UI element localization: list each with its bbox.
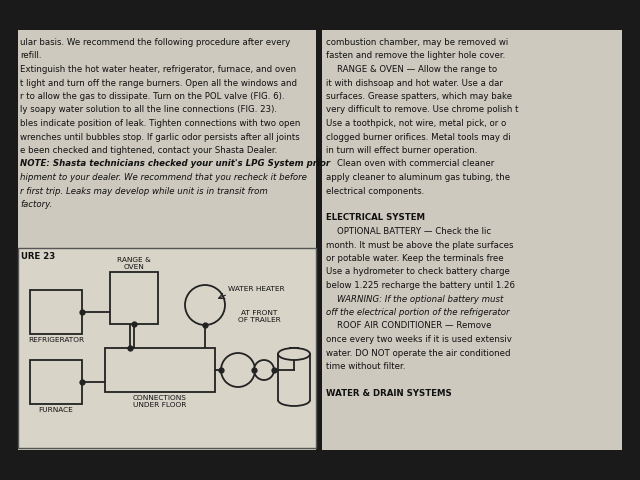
Text: factory.: factory. bbox=[20, 200, 52, 209]
Text: Use a hydrometer to check battery charge: Use a hydrometer to check battery charge bbox=[326, 267, 510, 276]
Text: CONNECTIONS
UNDER FLOOR: CONNECTIONS UNDER FLOOR bbox=[133, 395, 187, 408]
Text: below 1.225 recharge the battery until 1.26: below 1.225 recharge the battery until 1… bbox=[326, 281, 515, 290]
Text: RANGE &
OVEN: RANGE & OVEN bbox=[117, 257, 151, 270]
Text: it with dishsoap and hot water. Use a dar: it with dishsoap and hot water. Use a da… bbox=[326, 79, 503, 87]
Text: apply cleaner to aluminum gas tubing, the: apply cleaner to aluminum gas tubing, th… bbox=[326, 173, 510, 182]
Text: very difficult to remove. Use chrome polish t: very difficult to remove. Use chrome pol… bbox=[326, 106, 518, 115]
Bar bbox=[110, 272, 158, 324]
Text: r to allow the gas to dissipate. Turn on the POL valve (FIG. 6).: r to allow the gas to dissipate. Turn on… bbox=[20, 92, 285, 101]
Text: in turn will effect burner operation.: in turn will effect burner operation. bbox=[326, 146, 477, 155]
Text: URE 23: URE 23 bbox=[21, 252, 55, 261]
Text: clogged burner orifices. Metal tools may di: clogged burner orifices. Metal tools may… bbox=[326, 132, 511, 142]
Text: hipment to your dealer. We recommend that you recheck it before: hipment to your dealer. We recommend tha… bbox=[20, 173, 307, 182]
Text: RANGE & OVEN — Allow the range to: RANGE & OVEN — Allow the range to bbox=[326, 65, 497, 74]
Text: water. DO NOT operate the air conditioned: water. DO NOT operate the air conditione… bbox=[326, 348, 511, 358]
Text: refill.: refill. bbox=[20, 51, 42, 60]
Text: time without filter.: time without filter. bbox=[326, 362, 405, 371]
Text: ular basis. We recommend the following procedure after every: ular basis. We recommend the following p… bbox=[20, 38, 291, 47]
Circle shape bbox=[221, 353, 255, 387]
Text: month. It must be above the plate surfaces: month. It must be above the plate surfac… bbox=[326, 240, 513, 250]
Bar bbox=[105, 348, 215, 392]
Text: ELECTRICAL SYSTEM: ELECTRICAL SYSTEM bbox=[326, 214, 425, 223]
Text: bles indicate position of leak. Tighten connections with two open: bles indicate position of leak. Tighten … bbox=[20, 119, 300, 128]
Text: Extinguish the hot water heater, refrigerator, furnace, and oven: Extinguish the hot water heater, refrige… bbox=[20, 65, 296, 74]
Bar bbox=[18, 30, 316, 450]
Ellipse shape bbox=[278, 348, 310, 360]
Text: Use a toothpick, not wire, metal pick, or o: Use a toothpick, not wire, metal pick, o… bbox=[326, 119, 506, 128]
Text: OPTIONAL BATTERY — Check the lic: OPTIONAL BATTERY — Check the lic bbox=[326, 227, 491, 236]
Bar bbox=[18, 248, 316, 448]
Text: WATER & DRAIN SYSTEMS: WATER & DRAIN SYSTEMS bbox=[326, 389, 452, 398]
Text: r first trip. Leaks may develop while unit is in transit from: r first trip. Leaks may develop while un… bbox=[20, 187, 268, 195]
Text: Clean oven with commercial cleaner: Clean oven with commercial cleaner bbox=[326, 159, 494, 168]
Text: NOTE: Shasta technicians checked your unit's LPG System prior: NOTE: Shasta technicians checked your un… bbox=[20, 159, 330, 168]
Text: combustion chamber, may be removed wi: combustion chamber, may be removed wi bbox=[326, 38, 508, 47]
Text: FURNACE: FURNACE bbox=[38, 407, 74, 413]
Text: ly soapy water solution to all the line connections (FIG. 23).: ly soapy water solution to all the line … bbox=[20, 106, 277, 115]
Bar bbox=[30, 360, 82, 404]
Text: WARNING: If the optional battery must: WARNING: If the optional battery must bbox=[326, 295, 504, 303]
Text: or potable water. Keep the terminals free: or potable water. Keep the terminals fre… bbox=[326, 254, 504, 263]
Text: electrical components.: electrical components. bbox=[326, 187, 424, 195]
Circle shape bbox=[254, 360, 274, 380]
Text: REFRIGERATOR: REFRIGERATOR bbox=[28, 337, 84, 343]
Text: WATER HEATER: WATER HEATER bbox=[228, 286, 285, 292]
Text: off the electrical portion of the refrigerator: off the electrical portion of the refrig… bbox=[326, 308, 509, 317]
Text: AT FRONT
OF TRAILER: AT FRONT OF TRAILER bbox=[238, 310, 281, 323]
Bar bbox=[30, 290, 82, 334]
Text: t light and turn off the range burners. Open all the windows and: t light and turn off the range burners. … bbox=[20, 79, 297, 87]
Text: fasten and remove the lighter hole cover.: fasten and remove the lighter hole cover… bbox=[326, 51, 505, 60]
Text: once every two weeks if it is used extensiv: once every two weeks if it is used exten… bbox=[326, 335, 512, 344]
Text: surfaces. Grease spatters, which may bake: surfaces. Grease spatters, which may bak… bbox=[326, 92, 512, 101]
Text: e been checked and tightened, contact your Shasta Dealer.: e been checked and tightened, contact yo… bbox=[20, 146, 277, 155]
Circle shape bbox=[185, 285, 225, 325]
Bar bbox=[322, 30, 622, 450]
Text: ROOF AIR CONDITIONER — Remove: ROOF AIR CONDITIONER — Remove bbox=[326, 322, 492, 331]
Text: wrenches until bubbles stop. If garlic odor persists after all joints: wrenches until bubbles stop. If garlic o… bbox=[20, 132, 300, 142]
